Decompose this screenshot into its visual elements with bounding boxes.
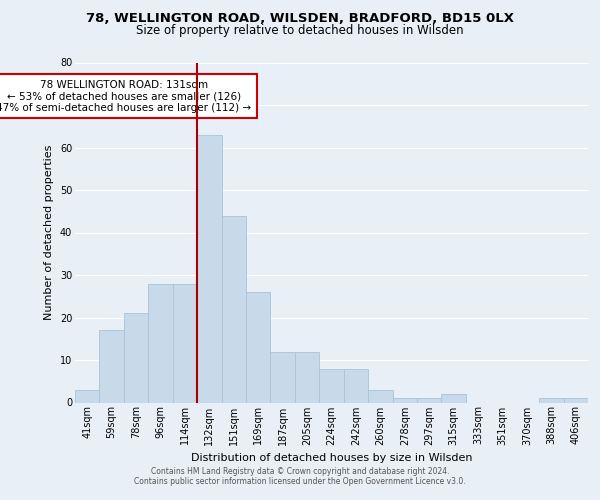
Bar (344, 368, 368, 402)
Bar (221, 216, 246, 402)
Text: Contains HM Land Registry data © Crown copyright and database right 2024.: Contains HM Land Registry data © Crown c… (151, 467, 449, 476)
Bar (100, 330, 124, 402)
Bar (319, 368, 344, 402)
Bar (368, 390, 392, 402)
Y-axis label: Number of detached properties: Number of detached properties (44, 145, 54, 320)
Bar (392, 398, 417, 402)
Text: Size of property relative to detached houses in Wilsden: Size of property relative to detached ho… (136, 24, 464, 37)
Bar (417, 398, 442, 402)
Bar (148, 284, 173, 403)
Bar (197, 134, 221, 402)
Text: 78, WELLINGTON ROAD, WILSDEN, BRADFORD, BD15 0LX: 78, WELLINGTON ROAD, WILSDEN, BRADFORD, … (86, 12, 514, 26)
Bar (271, 352, 295, 403)
Bar (173, 284, 197, 403)
Bar (563, 398, 588, 402)
Bar (75, 390, 100, 402)
Bar (442, 394, 466, 402)
Bar (295, 352, 319, 403)
Bar (124, 313, 148, 402)
Text: Contains public sector information licensed under the Open Government Licence v3: Contains public sector information licen… (134, 477, 466, 486)
Bar (539, 398, 563, 402)
Text: 78 WELLINGTON ROAD: 131sqm
← 53% of detached houses are smaller (126)
47% of sem: 78 WELLINGTON ROAD: 131sqm ← 53% of deta… (0, 80, 251, 112)
Bar (246, 292, 271, 403)
X-axis label: Distribution of detached houses by size in Wilsden: Distribution of detached houses by size … (191, 453, 472, 463)
